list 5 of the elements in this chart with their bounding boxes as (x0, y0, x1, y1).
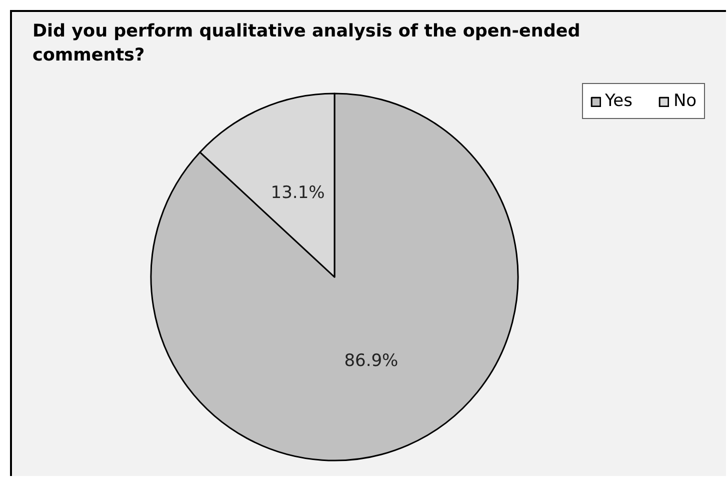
chart-title: Did you perform qualitative analysis of the open-ended comments? (32, 22, 580, 66)
legend-label: No (673, 91, 697, 111)
data-label: 13.1% (270, 182, 325, 203)
data-label: 86.9% (344, 351, 398, 372)
legend-label: Yes (605, 91, 632, 111)
